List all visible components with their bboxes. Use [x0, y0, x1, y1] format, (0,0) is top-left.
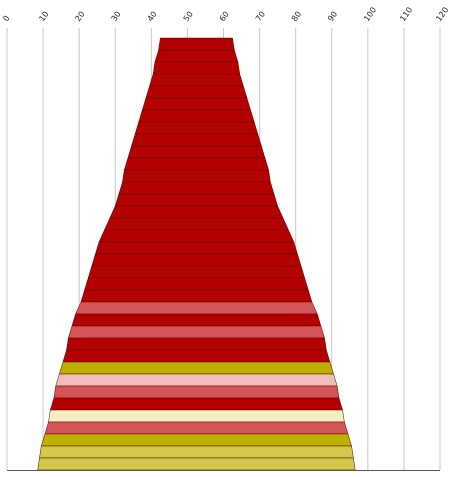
bar-27: [62, 349, 331, 363]
x-tick-label: 50: [182, 10, 195, 24]
bar-17: [98, 229, 295, 243]
bar-30: [53, 385, 340, 399]
bar-24: [71, 313, 322, 327]
bar-16: [104, 217, 289, 231]
x-tick-label: 10: [37, 10, 50, 24]
x-tick-label: 60: [218, 10, 231, 24]
bar-15: [109, 205, 284, 219]
x-tick-label: 90: [326, 10, 339, 24]
bar-5: [145, 85, 248, 99]
bar-26: [66, 337, 327, 351]
bar-35: [39, 445, 354, 459]
bar-8: [134, 121, 259, 135]
bar-18: [95, 241, 298, 255]
bar-33: [44, 421, 349, 435]
bar-4: [149, 73, 244, 87]
bar-29: [55, 373, 338, 387]
bar-22: [80, 289, 313, 303]
x-tick-labels: 0 10 20 30 40 50 60 70 80 90 100 110 120: [1, 5, 450, 23]
x-tick-label: 110: [398, 5, 414, 23]
bar-6: [141, 97, 251, 111]
x-tick-label: 40: [146, 10, 159, 24]
x-tick-label: 20: [73, 10, 86, 24]
bar-13: [118, 181, 275, 195]
bar-10: [127, 145, 266, 159]
bar-32: [48, 409, 345, 423]
bar-19: [91, 253, 302, 267]
bars: [37, 37, 356, 471]
bar-28: [58, 361, 334, 375]
bar-25: [68, 325, 325, 339]
x-tick-label: 70: [254, 10, 267, 24]
x-tick-label: 80: [290, 10, 303, 24]
bar-7: [138, 109, 255, 123]
x-tick-label: 0: [1, 14, 11, 23]
x-tick-label: 30: [110, 10, 123, 24]
bar-36: [37, 457, 356, 471]
bar-3: [152, 61, 241, 75]
bar-11: [123, 157, 269, 171]
bar-9: [131, 133, 262, 147]
bar-21: [84, 277, 309, 291]
bar-31: [49, 397, 343, 411]
bar-23: [75, 301, 318, 315]
bar-34: [40, 433, 352, 447]
bar-14: [114, 193, 278, 207]
x-tick-label: 100: [362, 5, 378, 23]
bar-1: [158, 37, 235, 51]
bar-12: [122, 169, 271, 183]
bar-20: [87, 265, 306, 279]
x-tick-label: 120: [434, 5, 450, 23]
bar-2: [154, 49, 239, 63]
